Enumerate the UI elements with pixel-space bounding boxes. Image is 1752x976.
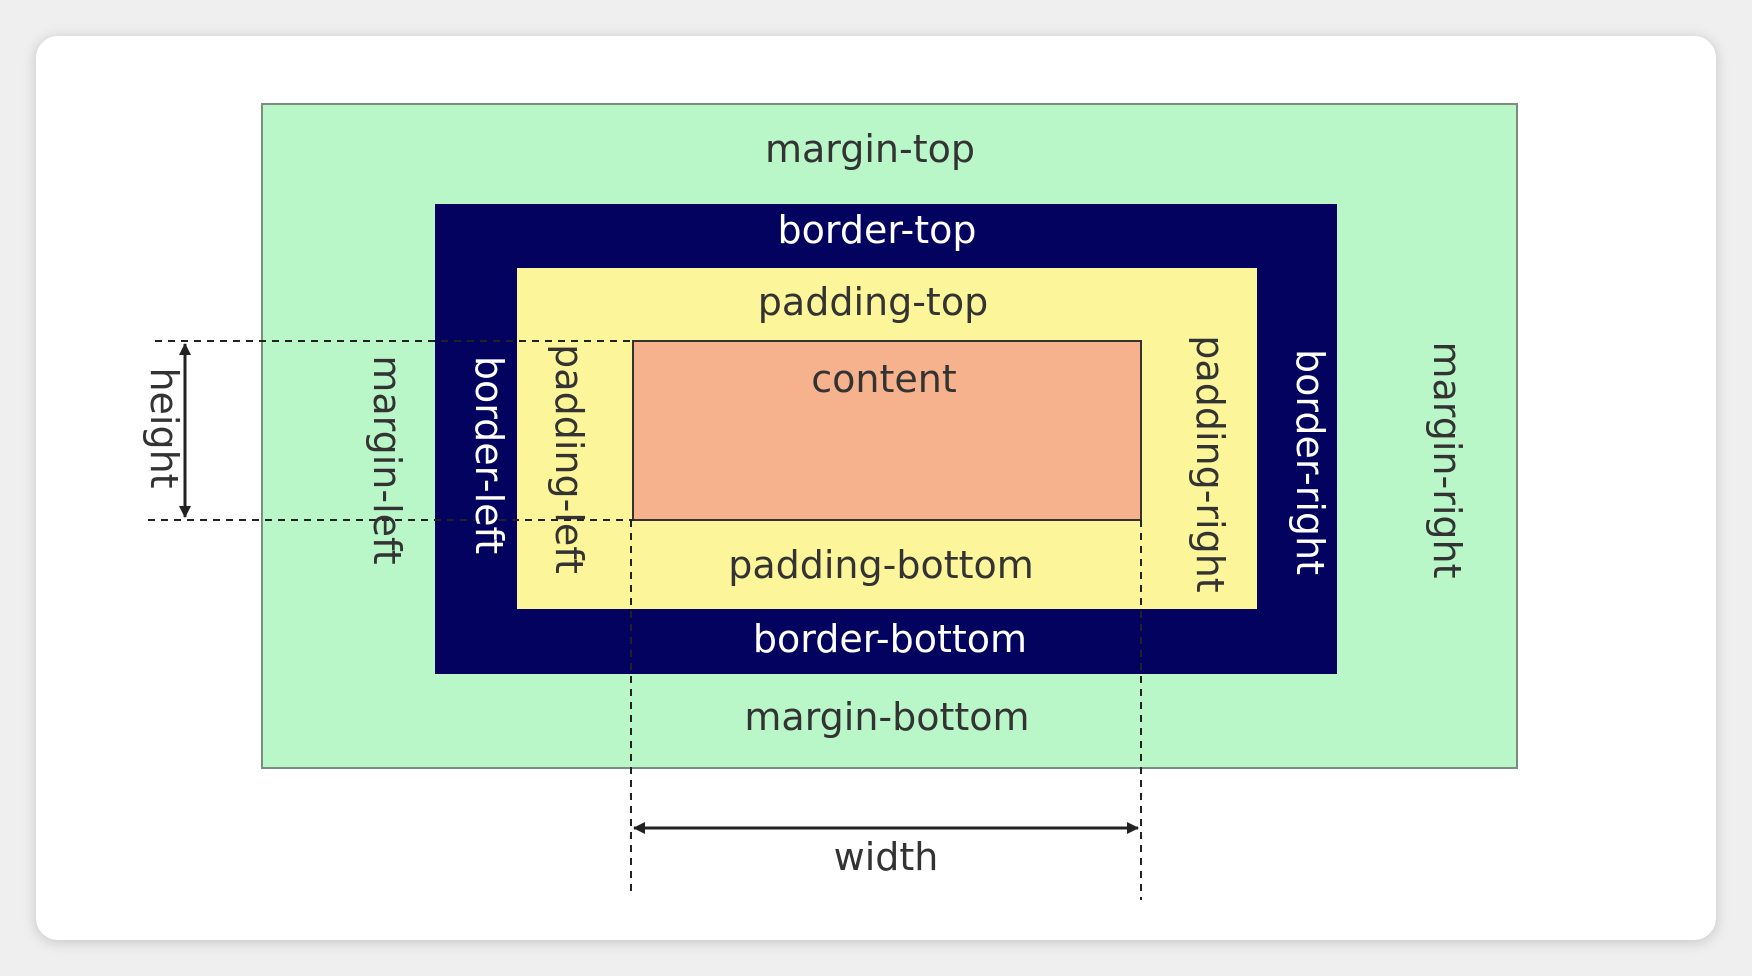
- content-box: [632, 340, 1142, 521]
- width-label: width: [834, 835, 939, 879]
- padding-bottom-label: padding-bottom: [728, 543, 1034, 587]
- margin-bottom-label: margin-bottom: [744, 695, 1029, 739]
- border-right-label: border-right: [1288, 349, 1332, 575]
- padding-top-label: padding-top: [758, 280, 988, 324]
- padding-left-label: padding-left: [547, 344, 591, 574]
- padding-right-label: padding-right: [1188, 335, 1232, 592]
- margin-top-label: margin-top: [765, 127, 975, 171]
- margin-left-label: margin-left: [365, 355, 409, 564]
- content-label: content: [811, 357, 957, 401]
- border-bottom-label: border-bottom: [753, 617, 1027, 661]
- border-top-label: border-top: [778, 208, 977, 252]
- margin-right-label: margin-right: [1425, 341, 1469, 578]
- border-left-label: border-left: [467, 356, 511, 554]
- height-label: height: [142, 367, 186, 488]
